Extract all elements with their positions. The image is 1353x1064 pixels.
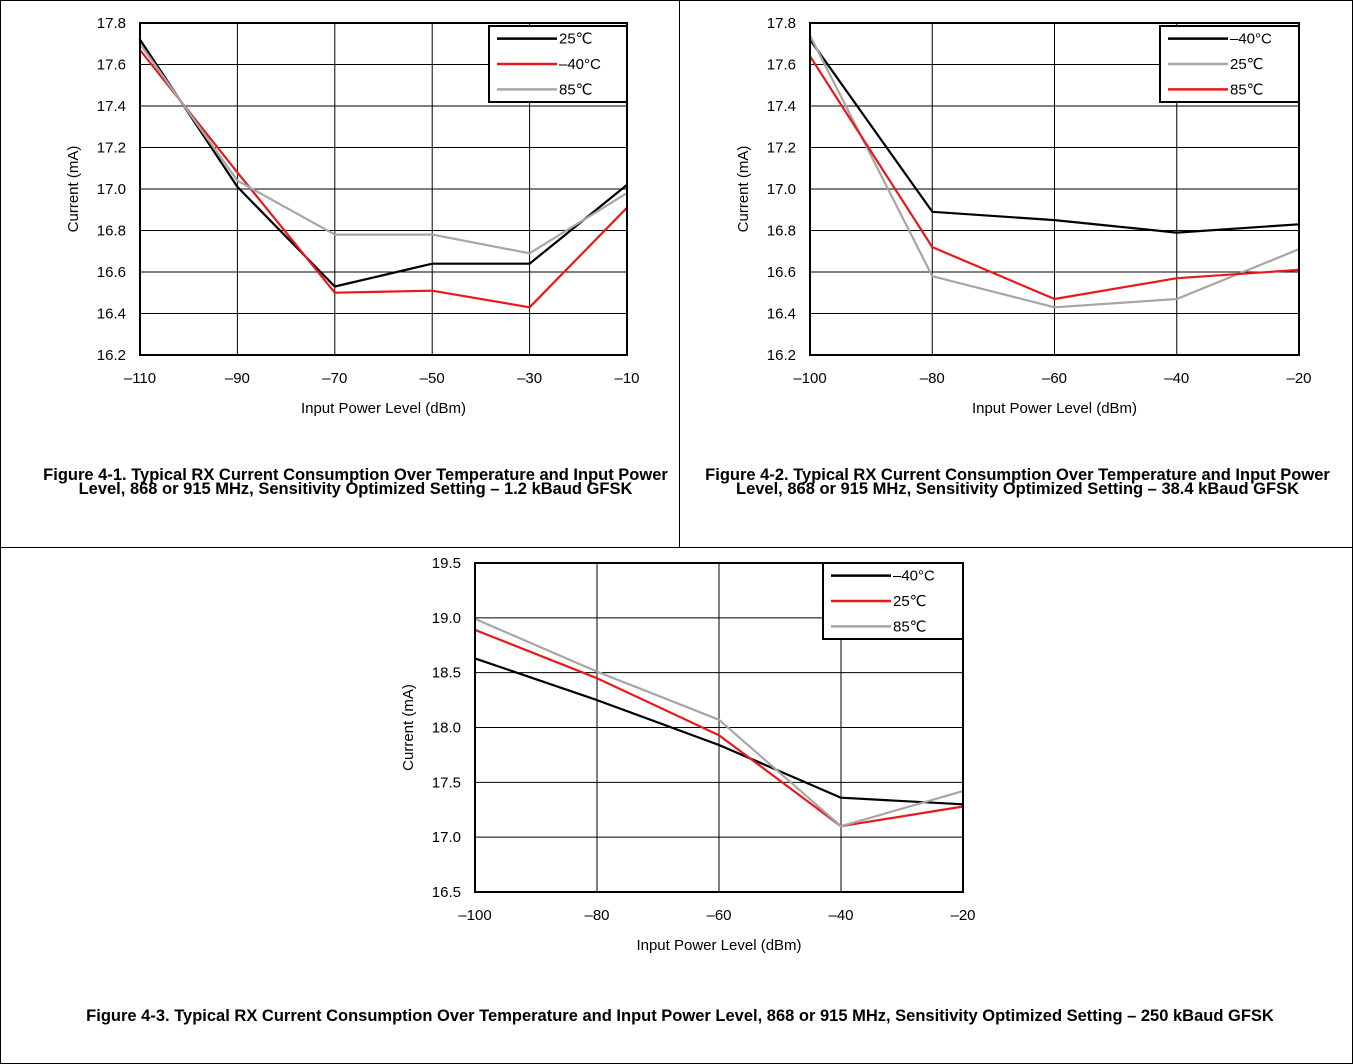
- y-axis-label: Current (mA): [65, 146, 82, 233]
- x-tick-label: –80: [584, 907, 609, 924]
- x-axis-label: Input Power Level (dBm): [636, 937, 801, 954]
- y-tick-label: 17.4: [767, 98, 796, 115]
- y-axis-label: Current (mA): [735, 146, 752, 233]
- figure-caption: Figure 4-3. Typical RX Current Consumpti…: [86, 1007, 1274, 1025]
- x-tick-label: –40: [1164, 370, 1189, 387]
- series-line-1: [138, 38, 629, 288]
- series-line-3: [138, 42, 629, 255]
- x-tick-label: –60: [1042, 370, 1067, 387]
- y-tick-label: 19.5: [432, 555, 461, 572]
- y-tick-label: 17.2: [767, 140, 796, 157]
- y-tick-label: 19.0: [432, 610, 461, 627]
- y-tick-label: 16.4: [767, 306, 796, 323]
- x-axis-label: Input Power Level (dBm): [301, 400, 466, 417]
- chart-figure-4-2: 16.2 16.4 16.6 16.8 17.0 17.2 17.4 17.6 17.8 –100…: [735, 15, 1312, 417]
- x-tick-label: –90: [225, 370, 250, 387]
- panel-divider-vertical: [679, 0, 680, 547]
- y-tick-label: 17.6: [767, 57, 796, 74]
- x-tick-label: –50: [420, 370, 445, 387]
- series-line-2: [473, 628, 965, 828]
- y-tick-label: 17.0: [432, 829, 461, 846]
- y-tick-label: 17.4: [97, 98, 126, 115]
- figure-caption: Figure 4-2. Typical RX Current Consumpti…: [705, 466, 1330, 498]
- x-axis-label: Input Power Level (dBm): [972, 400, 1137, 417]
- x-tick-label: –10: [614, 370, 639, 387]
- y-tick-label: 16.2: [97, 347, 126, 364]
- legend-label: 85℃: [1230, 81, 1264, 98]
- y-tick-label: 16.2: [767, 347, 796, 364]
- figure-caption: Figure 4-1. Typical RX Current Consumpti…: [43, 466, 668, 498]
- x-tick-label: –40: [828, 907, 853, 924]
- y-tick-label: 17.6: [97, 57, 126, 74]
- y-tick-label: 16.4: [97, 306, 126, 323]
- panel-divider-horizontal: [0, 547, 1353, 548]
- legend-label: –40°C: [893, 568, 935, 585]
- y-tick-label: 16.6: [97, 264, 126, 281]
- y-tick-label: 17.8: [767, 15, 796, 32]
- x-tick-label: –20: [950, 907, 975, 924]
- plot-area-border: [139, 22, 628, 356]
- series-line-3: [808, 55, 1301, 301]
- y-tick-label: 17.0: [767, 181, 796, 198]
- x-tick-label: –60: [706, 907, 731, 924]
- y-tick-label: 16.6: [767, 264, 796, 281]
- legend-label: 25℃: [893, 593, 927, 610]
- y-tick-label: 17.2: [97, 140, 126, 157]
- series-line-3: [473, 617, 965, 828]
- legend-label: 85℃: [893, 618, 927, 635]
- legend-label: –40°C: [559, 56, 601, 73]
- x-tick-label: –100: [793, 370, 826, 387]
- chart-figure-4-3: 16.5 17.0 17.5 18.0 18.5 19.0 19.5 –100 –80 –60 –4…: [400, 555, 976, 954]
- chart-figure-4-1: 16.2 16.4 16.6 16.8 17.0 17.2 17.4 17.6 17.8 –110…: [65, 15, 640, 417]
- plot-area-border: [809, 22, 1300, 356]
- y-tick-label: 17.5: [432, 774, 461, 791]
- legend-label: –40°C: [1230, 31, 1272, 48]
- y-tick-label: 17.0: [97, 181, 126, 198]
- plot-area-border: [474, 562, 964, 893]
- y-tick-label: 18.5: [432, 665, 461, 682]
- series-line-2: [138, 48, 629, 309]
- y-axis-label: Current (mA): [400, 684, 417, 771]
- x-tick-label: –110: [124, 370, 156, 387]
- series-line-1: [808, 38, 1301, 234]
- x-tick-label: –20: [1286, 370, 1311, 387]
- y-tick-label: 16.5: [432, 884, 461, 901]
- y-tick-label: 16.8: [767, 223, 796, 240]
- x-tick-label: –80: [920, 370, 945, 387]
- legend-label: 85℃: [559, 81, 593, 98]
- series-line-2: [808, 34, 1301, 309]
- y-tick-label: 17.8: [97, 15, 126, 32]
- y-tick-label: 18.0: [432, 720, 461, 737]
- x-tick-label: –70: [322, 370, 347, 387]
- x-tick-label: –100: [458, 907, 491, 924]
- y-tick-label: 16.8: [97, 223, 126, 240]
- series-line-1: [473, 657, 965, 806]
- legend-label: 25℃: [559, 31, 593, 48]
- x-tick-label: –30: [517, 370, 542, 387]
- legend-label: 25℃: [1230, 56, 1264, 73]
